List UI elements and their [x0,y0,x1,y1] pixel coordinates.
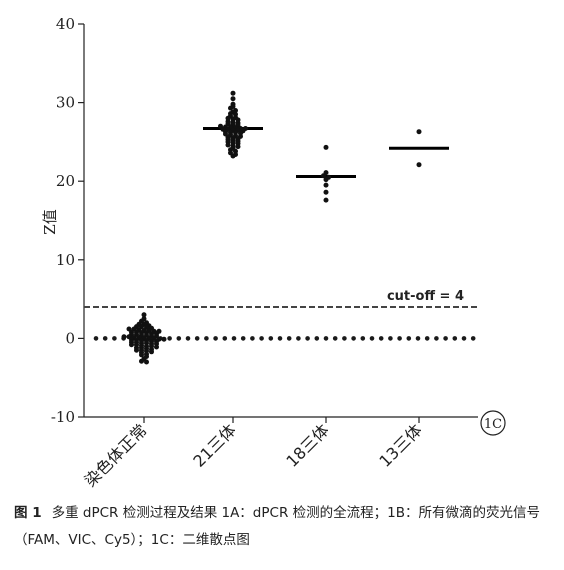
y-tick-label: 0 [65,329,75,347]
reference-dot [277,336,283,341]
panel-label: 1C [484,417,502,432]
reference-dot [332,336,338,341]
x-tick-label: 21三体 [189,420,239,470]
cutoff-label: cut-off = 4 [387,289,464,304]
reference-dot [461,336,467,341]
data-point [323,197,329,203]
reference-dot [424,336,430,341]
reference-dot [93,336,99,341]
data-point [149,349,154,355]
data-point [141,312,147,318]
reference-dot [360,336,366,341]
data-point [134,347,139,353]
data-point [230,153,236,159]
y-axis-title: Z值 [41,209,59,234]
reference-dot [415,336,421,341]
data-point [129,342,134,348]
data-point [323,144,329,150]
x-tick-label: 13三体 [375,420,425,470]
reference-dot [406,336,412,341]
data-point [416,162,422,168]
reference-lines [84,127,478,341]
data-point [161,336,167,342]
data-point [230,96,236,102]
reference-dot [342,336,347,341]
caption-text: 多重 dPCR 检测过程及结果 1A：dPCR 检测的全流程；1B：所有微滴的荧… [14,505,540,548]
reference-dot [250,336,255,341]
data-points [121,90,422,365]
reference-dot [452,336,458,341]
reference-dot [268,336,274,341]
data-point [139,358,144,364]
reference-dot [231,336,237,341]
reference-dot [286,336,292,341]
data-point [323,182,329,188]
data-point [323,177,329,183]
reference-dot [378,336,384,341]
reference-dot [296,336,301,341]
data-point [416,129,422,135]
data-point [139,352,144,358]
x-tick-label: 染色体正常 [81,420,151,490]
data-point [225,142,231,148]
reference-dot [305,336,310,341]
data-point [121,334,127,340]
reference-dot [167,336,172,341]
reference-dot [369,336,375,341]
reference-dot [222,336,228,341]
axes [78,23,478,423]
reference-dot [102,336,108,341]
reference-dot [351,336,356,341]
y-tick-label: 10 [56,251,75,269]
y-tick-label: -10 [51,408,75,426]
figure-caption: 图 1 多重 dPCR 检测过程及结果 1A：dPCR 检测的全流程；1B：所有微… [14,500,554,554]
data-point [144,359,149,365]
reference-dot [314,336,320,341]
reference-dot [185,336,191,341]
data-point [228,105,233,111]
reference-dot [397,336,402,341]
reference-dot [470,336,476,341]
reference-dot [259,336,264,341]
data-point [235,144,241,150]
reference-dot [204,336,209,341]
figure-label: 图 1 [14,505,42,521]
y-tick-label: 30 [56,94,75,112]
reference-dot [176,336,182,341]
reference-dot [323,336,329,341]
reference-dot [443,336,448,341]
data-point [323,189,329,195]
reference-dot [112,336,117,341]
panel-label-circle [480,410,506,436]
y-tick-label: 20 [56,172,75,190]
reference-dot [194,336,200,341]
reference-dot [434,336,439,341]
y-tick-label: 40 [56,15,75,33]
reference-dot [388,336,393,341]
data-point [154,344,159,350]
x-tick-label: 18三体 [282,420,332,470]
data-point [321,173,326,179]
reference-dot [240,336,246,341]
data-point [230,90,236,96]
reference-dot [213,336,218,341]
